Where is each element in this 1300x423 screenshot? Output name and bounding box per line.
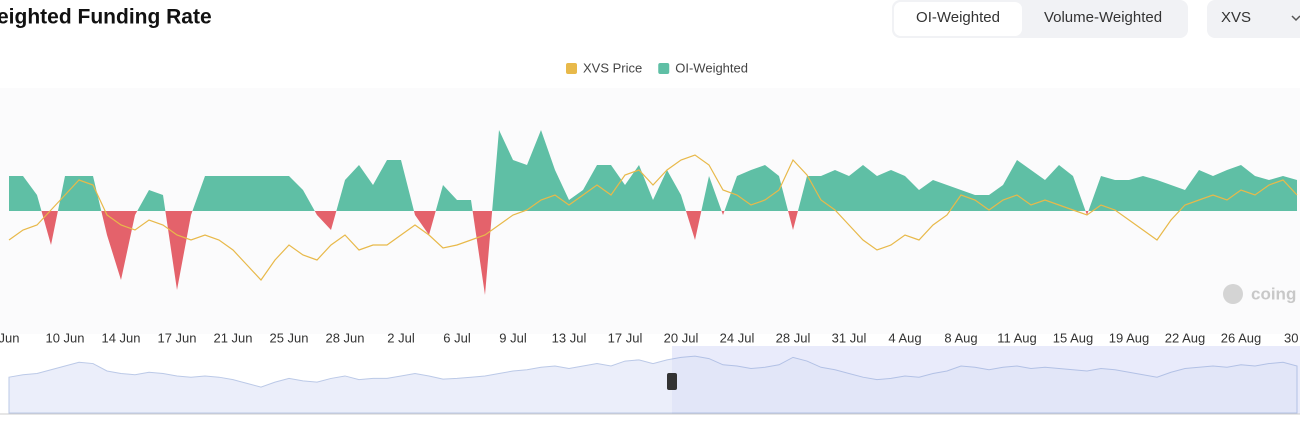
x-tick-label: 14 Jun bbox=[101, 330, 140, 345]
watermark: coing bbox=[1251, 284, 1296, 303]
toggle-button[interactable]: OI-Weighted bbox=[916, 9, 1000, 26]
legend-label: OI-Weighted bbox=[675, 60, 748, 75]
x-tick-label: Jun bbox=[0, 330, 19, 345]
page-title: eighted Funding Rate bbox=[0, 6, 212, 29]
toggle-active[interactable] bbox=[894, 2, 1022, 36]
legend-label: XVS Price bbox=[583, 60, 642, 75]
x-tick-label: 22 Aug bbox=[1165, 330, 1206, 345]
x-tick-label: 2 Jul bbox=[387, 330, 415, 345]
watermark-logo bbox=[1223, 284, 1243, 304]
price-line bbox=[8, 154, 1298, 281]
x-tick-label: 4 Aug bbox=[888, 330, 921, 345]
x-tick-label: 9 Jul bbox=[499, 330, 527, 345]
x-tick-label: 20 Jul bbox=[664, 330, 699, 345]
dropdown-label[interactable]: XVS bbox=[1221, 9, 1251, 26]
x-tick-label: 30 A bbox=[1284, 330, 1300, 345]
symbol-dropdown[interactable] bbox=[1207, 0, 1300, 38]
x-tick-label: 25 Jun bbox=[269, 330, 308, 345]
legend-swatch bbox=[658, 63, 670, 74]
x-tick-label: 8 Aug bbox=[944, 330, 977, 345]
x-tick-label: 19 Aug bbox=[1109, 330, 1150, 345]
x-tick-label: 28 Jun bbox=[325, 330, 364, 345]
x-tick-label: 17 Jun bbox=[157, 330, 196, 345]
legend-swatch bbox=[566, 63, 577, 74]
x-tick-label: 6 Jul bbox=[443, 330, 471, 345]
x-tick-label: 24 Jul bbox=[720, 330, 755, 345]
toggle-button[interactable]: Volume-Weighted bbox=[1044, 9, 1162, 26]
x-tick-label: 28 Jul bbox=[776, 330, 811, 345]
x-tick-label: 10 Jun bbox=[45, 330, 84, 345]
x-tick-label: 13 Jul bbox=[552, 330, 587, 345]
x-tick-label: 26 Aug bbox=[1221, 330, 1262, 345]
x-tick-label: 21 Jun bbox=[213, 330, 252, 345]
navigator-area bbox=[8, 355, 1298, 414]
dropdown-caret bbox=[1291, 15, 1300, 22]
x-tick-label: 17 Jul bbox=[608, 330, 643, 345]
navigator-handle[interactable] bbox=[667, 373, 677, 390]
x-tick-label: 11 Aug bbox=[997, 330, 1037, 345]
x-tick-label: 31 Jul bbox=[832, 330, 867, 345]
x-tick-label: 15 Aug bbox=[1053, 330, 1094, 345]
